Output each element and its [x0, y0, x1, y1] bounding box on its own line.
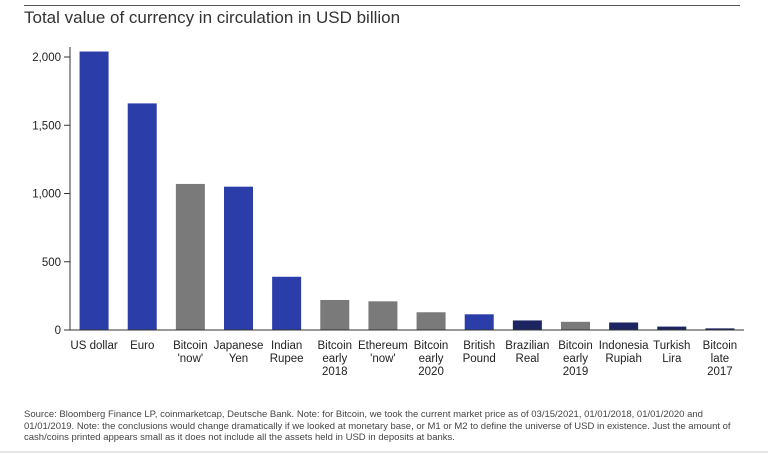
y-tick-label: 500: [42, 257, 61, 269]
x-tick-label: Bitcoin: [558, 340, 593, 352]
bar: [705, 328, 735, 330]
x-tick-label: Rupee: [270, 353, 304, 365]
x-tick-label: Ethereum: [358, 340, 408, 352]
bar: [368, 301, 398, 330]
y-tick-label: 1,000: [32, 189, 61, 201]
x-tick-label: early: [563, 353, 588, 365]
x-tick-label: Real: [516, 353, 540, 365]
y-tick-label: 0: [55, 325, 61, 337]
bar: [320, 299, 350, 330]
bar: [79, 51, 109, 330]
y-tick-label: 1,500: [32, 120, 61, 132]
x-tick-label: 'now': [178, 353, 204, 365]
x-tick-label: US dollar: [70, 340, 117, 352]
bar: [416, 312, 446, 330]
bar: [609, 322, 639, 330]
x-tick-label: Pound: [463, 353, 496, 365]
x-tick-label: 2019: [563, 366, 589, 378]
x-tick-label: Lira: [662, 353, 682, 365]
x-tick-label: Bitcoin: [173, 340, 208, 352]
x-tick-label: 2020: [418, 366, 444, 378]
x-tick-label: British: [463, 340, 495, 352]
x-tick-label: Euro: [130, 340, 154, 352]
x-tick-label: Rupiah: [605, 353, 641, 365]
x-tick-label: Bitcoin: [318, 340, 353, 352]
title-rule: [24, 5, 740, 6]
x-tick-label: 'now': [370, 353, 396, 365]
bar: [512, 320, 542, 330]
bar: [127, 103, 157, 330]
x-tick-label: early: [322, 353, 347, 365]
chart-title: Total value of currency in circulation i…: [24, 8, 401, 27]
x-tick-label: late: [711, 353, 730, 365]
x-tick-label: Bitcoin: [703, 340, 738, 352]
bar: [175, 183, 205, 330]
x-tick-label: 2018: [322, 366, 348, 378]
x-tick-label: Bitcoin: [414, 340, 449, 352]
bar: [464, 314, 494, 330]
x-tick-label: Indian: [271, 340, 302, 352]
x-tick-label: Yen: [229, 353, 248, 365]
bar: [272, 276, 302, 330]
x-tick-label: 2017: [707, 366, 733, 378]
source-note: Source: Bloomberg Finance LP, coinmarket…: [24, 409, 731, 443]
x-tick-label: Japanese: [214, 340, 264, 352]
x-tick-label: Turkish: [653, 340, 690, 352]
x-tick-label: Brazilian: [505, 340, 549, 352]
bar: [657, 326, 687, 330]
bottom-rule: [0, 451, 768, 453]
y-tick-label: 2,000: [32, 52, 61, 64]
x-tick-label: Indonesia: [599, 340, 649, 352]
bar: [561, 321, 590, 330]
bar: [224, 186, 253, 330]
x-tick-label: early: [419, 353, 444, 365]
